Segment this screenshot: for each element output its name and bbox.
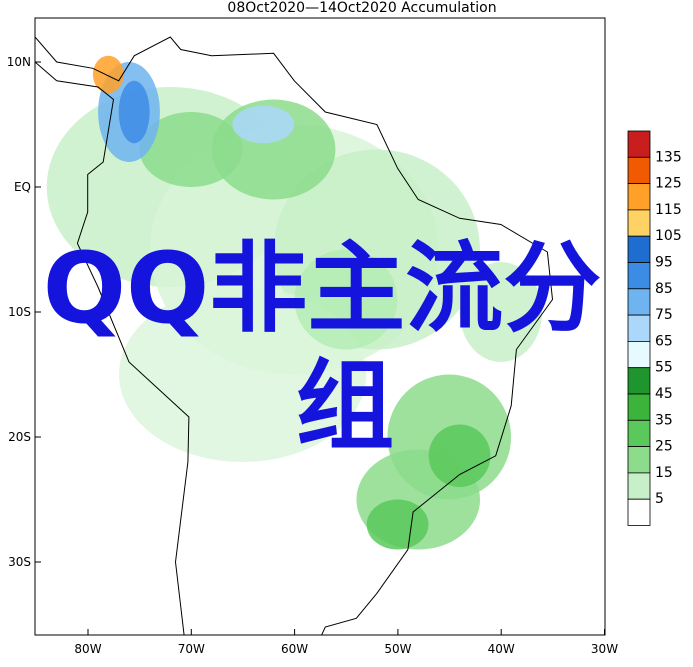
colorbar-label: 135: [655, 149, 682, 165]
colorbar-label: 125: [655, 176, 682, 192]
precip-patch: [232, 105, 295, 144]
colorbar-box: [627, 288, 651, 316]
map-frame: [34, 17, 606, 636]
lat-label: 10S: [8, 305, 31, 319]
colorbar-box: [627, 262, 651, 290]
colorbar-label: 95: [655, 255, 673, 271]
colorbar-box: [627, 314, 651, 342]
colorbar-label: 35: [655, 412, 673, 428]
lon-label: 60W: [281, 642, 308, 656]
colorbar-box: [627, 446, 651, 474]
colorbar-box: [627, 419, 651, 447]
colorbar-label: 85: [655, 281, 673, 297]
overlay-line1: QQ非主流分: [43, 232, 602, 346]
precip-patch: [459, 262, 543, 362]
colorbar: 135 125 115 105 95 85 75 65 55 45 35 25 15 5: [627, 130, 682, 526]
colorbar-label: 25: [655, 439, 673, 455]
overlay: QQ非主流分 组: [43, 232, 602, 464]
colorbar-box: [627, 130, 651, 158]
coastline: [35, 36, 554, 635]
colorbar-label: 45: [655, 386, 673, 402]
colorbar-box: [627, 183, 651, 211]
precip-patch: [118, 80, 150, 144]
lon-label: 30W: [591, 642, 618, 656]
colorbar-box: [627, 393, 651, 421]
colorbar-label: 75: [655, 307, 673, 323]
colorbar-label: 55: [655, 360, 673, 376]
precip-patch: [92, 55, 124, 94]
lat-label: EQ: [14, 180, 31, 194]
map-area: [35, 36, 554, 635]
lat-label: 20S: [8, 430, 31, 444]
colorbar-label: 15: [655, 465, 673, 481]
lat-label: 10N: [7, 55, 31, 69]
lon-label: 40W: [488, 642, 515, 656]
colorbar-label: 5: [655, 491, 664, 507]
colorbar-box: [627, 156, 651, 185]
precip-patch: [294, 249, 398, 350]
colorbar-label: 65: [655, 333, 673, 349]
colorbar-box: [627, 340, 651, 369]
lon-label: 50W: [384, 642, 411, 656]
colorbar-box: [627, 209, 651, 237]
axes: 10N EQ 10S 20S 30S 80W 70W 60W 50W 40W 30W: [7, 55, 618, 656]
colorbar-box: [627, 472, 651, 500]
precip-patch: [428, 424, 491, 487]
lon-label: 80W: [74, 642, 101, 656]
precip-patch: [119, 287, 367, 462]
colorbar-label: 115: [655, 202, 682, 218]
lat-label: 30S: [8, 555, 31, 569]
colorbar-label: 105: [655, 228, 682, 244]
lon-label: 70W: [178, 642, 205, 656]
map-title: 08Oct2020—14Oct2020 Accumulation: [227, 0, 496, 16]
colorbar-box: [627, 235, 651, 263]
colorbar-box: [627, 498, 651, 526]
overlay-line2: 组: [296, 350, 394, 464]
colorbar-box: [627, 367, 651, 395]
